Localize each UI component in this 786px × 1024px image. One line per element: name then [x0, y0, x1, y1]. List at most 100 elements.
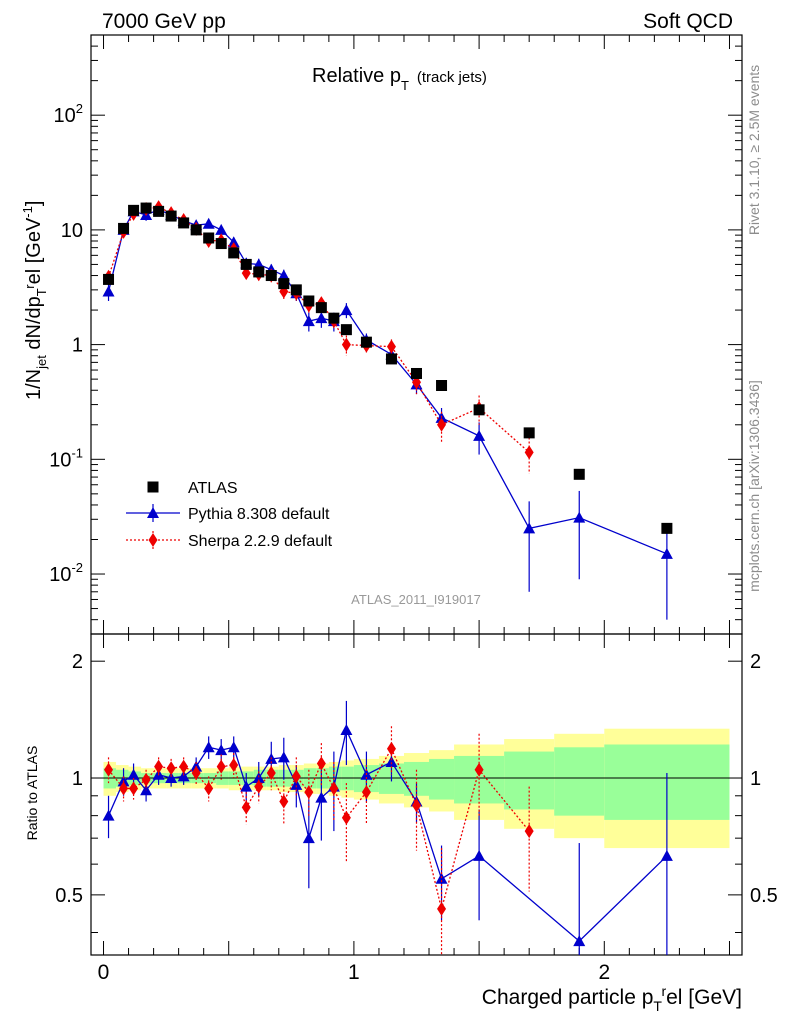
rivet-label: Rivet 3.1.10, ≥ 2.5M events	[746, 64, 762, 236]
atlas-marker	[278, 278, 290, 290]
ratio-pythia-series-marker	[127, 768, 140, 780]
legend-label: ATLAS	[188, 480, 238, 497]
ratio-y-tick-label-right: 1	[750, 768, 761, 790]
x-tick-label: 2	[598, 961, 610, 984]
chart-title-main: Relative p	[312, 65, 401, 87]
pythia-series-marker	[102, 285, 115, 297]
atlas-marker	[340, 324, 352, 336]
ratio-pythia-series-marker	[102, 809, 115, 821]
atlas-marker	[573, 468, 585, 480]
ratio-sherpa-series-marker	[216, 759, 226, 774]
ratio-sherpa-series	[104, 726, 534, 955]
ratio-y-tick-label-right: 0.5	[750, 885, 778, 907]
pythia-series-marker	[302, 315, 315, 327]
ratio-pythia-series-marker	[660, 849, 673, 861]
ratio-sherpa-series-marker	[154, 759, 164, 774]
ratio-pythia-series-marker	[277, 751, 290, 763]
ratio-pythia-series-marker	[435, 872, 448, 884]
legend: ATLAS Pythia 8.308 default Sherpa 2.2.9 de…	[126, 480, 333, 550]
y-tick-exponent: -1	[71, 445, 83, 460]
ratio-sherpa-series-marker	[104, 762, 114, 777]
ratio-y-tick-label: 2	[72, 651, 83, 673]
legend-marker-atlas	[147, 481, 159, 493]
atlas-marker	[190, 224, 202, 236]
x-tick-label: 0	[98, 961, 110, 984]
ratio-y-tick-label-right: 2	[750, 651, 761, 673]
atlas-marker	[253, 266, 265, 278]
ratio-sherpa-series-marker	[412, 798, 421, 813]
ratio-ylabel: Ratio to ATLAS	[24, 746, 40, 841]
data-marks	[102, 200, 673, 955]
chart-title-extra: (track jets)	[417, 69, 487, 86]
ratio-pythia-series-marker	[202, 741, 215, 753]
analysis-id: ATLAS_2011_I919017	[351, 592, 481, 607]
atlas-marker	[315, 302, 327, 314]
ratio-pythia-series-marker	[227, 741, 240, 753]
atlas-marker	[385, 353, 397, 365]
sherpa-series-marker	[524, 445, 534, 460]
x-tick-label: 1	[348, 961, 360, 984]
sherpa-series-line	[107, 206, 530, 453]
ratio-sherpa-series-marker	[241, 800, 251, 815]
atlas-marker	[303, 295, 315, 307]
ratio-xlabel: Charged particle pTrel [GeV]	[482, 983, 742, 1014]
ratio-pythia-series-marker	[385, 755, 398, 767]
y-tick-exponent: 2	[76, 101, 83, 116]
ratio-sherpa-series-marker	[179, 759, 189, 774]
ratio-pythia-series-marker	[315, 791, 328, 803]
ratio-panel-frame	[90, 633, 743, 956]
ratio-sherpa-series-marker	[437, 901, 447, 916]
ratio-pythia-series-marker	[140, 784, 153, 796]
ratio-pythia-series-marker	[340, 723, 353, 735]
ratio-sherpa-series-marker	[166, 761, 176, 776]
pythia-series-marker	[315, 312, 328, 324]
legend-label: Pythia 8.308 default	[188, 506, 330, 523]
atlas-marker	[265, 270, 277, 282]
atlas-marker	[165, 210, 177, 222]
pythia-series-marker	[660, 547, 673, 559]
ratio-sherpa-series-marker	[129, 781, 139, 796]
ratio-sherpa-series-marker	[254, 779, 264, 794]
sherpa-series	[104, 200, 534, 474]
pythia-series-line	[107, 208, 668, 555]
ratio-sherpa-series-marker	[279, 794, 289, 809]
atlas-marker	[203, 232, 215, 244]
ratio-sherpa-series-marker	[304, 785, 314, 800]
legend-marker-pythia	[147, 507, 159, 518]
ratio-sherpa-series-marker	[119, 781, 129, 796]
y-tick-label: 102	[54, 101, 83, 127]
band-green	[429, 758, 455, 800]
main-ylabel: 1/Njet dN/dpTrel [GeV-1]	[20, 201, 49, 400]
y-tick-label: 10	[61, 220, 83, 242]
atlas-marker	[473, 404, 485, 416]
ratio-sherpa-series-marker	[524, 824, 534, 839]
ratio-sherpa-series-marker	[316, 756, 326, 771]
ratio-sherpa-series-marker	[204, 781, 214, 796]
pythia-series-marker	[215, 223, 228, 235]
ratio-sherpa-series-marker	[474, 762, 484, 777]
atlas-marker	[411, 367, 422, 379]
ratio-sherpa-series-marker	[191, 766, 201, 781]
pythia-series-marker	[573, 511, 586, 523]
atlas-marker	[103, 273, 115, 285]
ratio-sherpa-series-marker	[229, 758, 239, 773]
header-energy: 7000 GeV pp	[102, 10, 226, 33]
ratio-sherpa-series-marker	[291, 769, 301, 784]
ratio-pythia-series-marker	[473, 849, 486, 861]
y-tick-label: 1	[72, 335, 83, 357]
ratio-pythia-series-marker	[290, 778, 303, 790]
ratio-y-tick-label: 0.5	[55, 885, 83, 907]
pythia-series-marker	[277, 269, 290, 281]
chart-title-sub: T	[401, 78, 409, 93]
axes: 0 1 2 10-2 10-1 1 10 102 0.5 0.5 1 1 2 2	[49, 34, 778, 984]
atlas-marker	[523, 427, 535, 439]
atlas-marker	[228, 247, 240, 259]
ratio-sherpa-series-marker	[141, 772, 151, 787]
y-tick-exponent: -2	[71, 560, 83, 575]
legend-label: Sherpa 2.2.9 default	[188, 533, 333, 550]
atlas-marker	[140, 202, 152, 214]
atlas-marker	[240, 258, 252, 270]
ratio-pythia-series-marker	[165, 772, 178, 784]
pythia-series	[102, 203, 673, 620]
